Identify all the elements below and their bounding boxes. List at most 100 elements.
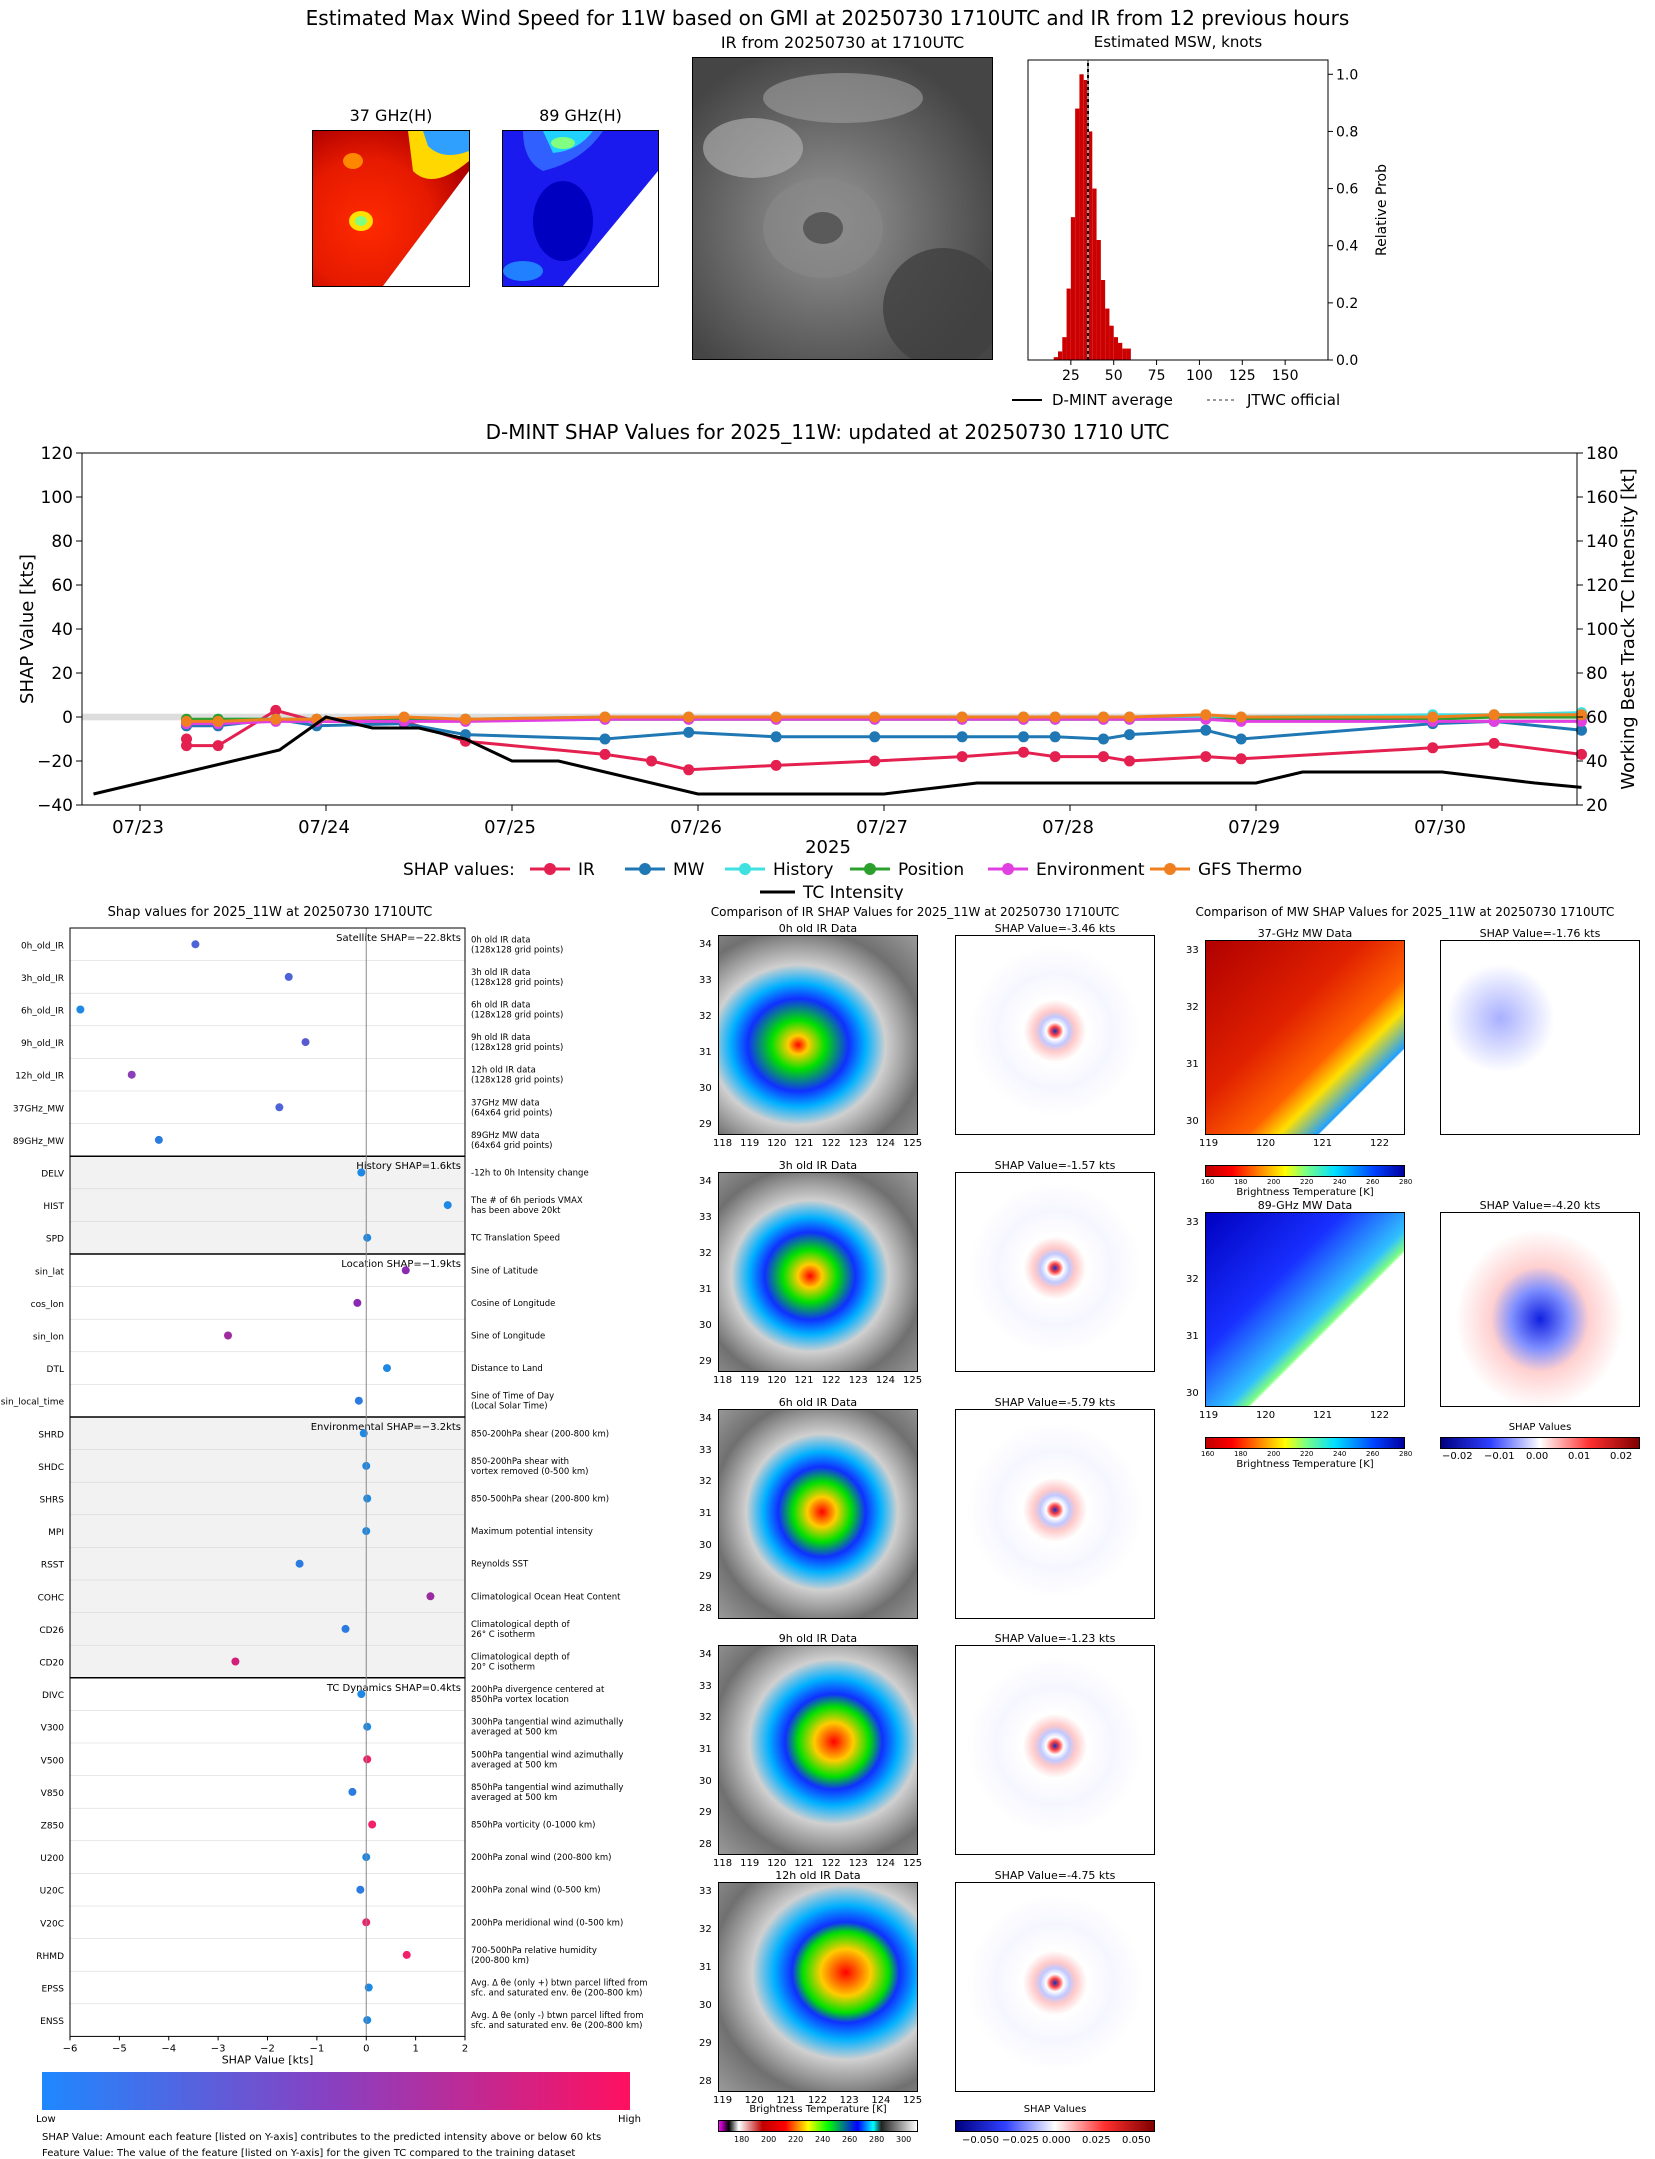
ir-data-image (718, 935, 918, 1135)
ir-xtick-label: 123 (848, 1375, 868, 1386)
ts-ytick-label: 120 (41, 444, 73, 464)
shap-feature-desc: (Local Solar Time) (471, 1402, 548, 1412)
hist-xtick-label: 50 (1105, 368, 1123, 384)
series-point (212, 715, 224, 727)
shap-xlabel: SHAP Value [kts] (222, 2053, 314, 2066)
legend-swatch-marker (1164, 863, 1176, 875)
hist-bar (1083, 80, 1088, 360)
shap-group-label: Satellite SHAP=−22.8kts (336, 933, 461, 944)
ir-ytick-label: 34 (699, 939, 712, 950)
ir-ytick-label: 32 (699, 1476, 712, 1488)
ts-ytick-label: 100 (41, 488, 73, 508)
mw-ytick-label: 33 (1186, 945, 1199, 956)
ts-y2tick-label: 60 (1586, 708, 1608, 728)
shap-xtick-label: 0 (363, 2043, 369, 2054)
ir-xtick-label: 123 (839, 2095, 859, 2106)
shap-feature-desc: (64x64 grid points) (471, 1108, 552, 1118)
mw-bt-colorbar (1205, 1165, 1405, 1177)
hist-bar (1070, 217, 1076, 360)
ir-ytick-label: 33 (699, 1212, 712, 1223)
shap-panel-title: Shap values for 2025_11W at 20250730 171… (107, 905, 433, 920)
shap-feature-name: 89GHz_MW (13, 1137, 64, 1147)
ir-ytick-label: 33 (699, 975, 712, 986)
ir-ytick-label: 30 (699, 2000, 712, 2011)
shap-feature-name: U200 (40, 1854, 64, 1864)
legend-swatch-marker (639, 863, 651, 875)
ts-ytick-label: 60 (51, 576, 73, 596)
ir-xtick-label: 122 (821, 1858, 841, 1869)
shap-xtick-label: −1 (310, 2043, 325, 2054)
shap-feature-desc: TC Translation Speed (470, 1234, 560, 1244)
mw-ytick-label: 30 (1186, 1388, 1199, 1399)
shap-feature-dot (284, 972, 293, 981)
mw-shap-title: SHAP Value=-4.20 kts (1479, 1199, 1601, 1212)
shap-feature-name: 9h_old_IR (21, 1039, 64, 1049)
shap-feature-dot (127, 1070, 136, 1079)
shap-feature-desc: (200-800 km) (471, 1956, 529, 1966)
hist-ytick-label: 0.0 (1336, 353, 1358, 369)
mw-ytick-label: 33 (1186, 1217, 1199, 1228)
series-point (1576, 709, 1587, 721)
shap-feature-name: V850 (41, 1789, 65, 1799)
ir-xtick-label: 125 (903, 1858, 923, 1869)
ir-xtick-label: 121 (794, 1375, 814, 1386)
mw-xtick-label: 121 (1313, 1138, 1333, 1149)
shap-feature-desc: 9h old IR data (471, 1033, 530, 1043)
legend-swatch-marker (544, 863, 556, 875)
shap-feature-desc: (128x128 grid points) (471, 1043, 563, 1053)
ts-y2tick-label: 20 (1586, 796, 1608, 816)
ts-xtick-label: 07/28 (1042, 817, 1094, 838)
ir-ytick-label: 31 (699, 1047, 712, 1058)
series-point (1124, 711, 1136, 723)
ts-ylabel-left: SHAP Value [kts] (17, 554, 38, 704)
mw-shap-image (1440, 940, 1640, 1135)
shap-feature-desc: 300hPa tangential wind azimuthally (471, 1718, 623, 1728)
mw-shap-colorbar-tick: −0.02 (1442, 1451, 1473, 1462)
mw-bt-colorbar-tick: 180 (1234, 1450, 1248, 1458)
shap-feature-dot (275, 1103, 284, 1112)
ir-xtick-label: 125 (903, 1375, 923, 1386)
ir-ytick-label: 31 (699, 1284, 712, 1295)
ir-xtick-label: 121 (794, 1138, 814, 1149)
shap-feature-desc: 0h old IR data (471, 935, 530, 945)
ir-bt-colorbar-tick: 260 (842, 2135, 858, 2144)
series-point (869, 731, 881, 743)
legend-tc-label: TC Intensity (802, 883, 904, 900)
shap-feature-name: DELV (41, 1170, 65, 1180)
shap-feature-desc: (128x128 grid points) (471, 978, 563, 988)
legend-swatch-marker (739, 863, 751, 875)
shap-feature-desc: Sine of Time of Day (471, 1392, 554, 1402)
mw-xtick-label: 119 (1199, 1138, 1219, 1149)
shap-feature-desc: 26° C isotherm (471, 1630, 535, 1640)
series-point (599, 748, 611, 760)
hist-xtick-label: 75 (1148, 368, 1166, 384)
ir-xtick-label: 122 (821, 1138, 841, 1149)
shap-feature-name: 37GHz_MW (13, 1104, 64, 1114)
ir-shap-title: SHAP Value=-3.46 kts (994, 922, 1116, 935)
series-point (1018, 711, 1029, 723)
mw-shap-title: SHAP Value=-1.76 kts (1479, 927, 1601, 940)
shap-feature-name: sin_lon (33, 1333, 64, 1343)
ir-xtick-label: 119 (713, 2095, 733, 2106)
ir-ytick-label: 34 (699, 1649, 712, 1660)
ir-xtick-label: 120 (767, 1375, 787, 1386)
ir-xtick-label: 121 (776, 2095, 796, 2106)
gmi-37ghz-image (312, 130, 470, 287)
shap-feature-name: 3h_old_IR (21, 974, 64, 984)
shap-feature-name: CD26 (39, 1626, 64, 1636)
mw-bt-colorbar-label: Brightness Temperature [K] (1236, 1459, 1374, 1470)
msw-histogram: 25 50 75 100 125 150 0.0 0.2 0.4 0.6 0.8 1.0 Relativ… (1012, 59, 1390, 409)
ir-compare-title: Comparison of IR SHAP Values for 2025_11… (710, 905, 1120, 919)
ir-data-image (718, 1882, 918, 2092)
legend-item-label: Environment (1036, 860, 1145, 880)
shap-feature-name: sin_lat (35, 1267, 64, 1277)
shap-feature-dot (76, 1005, 85, 1014)
ir-bt-colorbar-label: Brightness Temperature [K] (749, 2104, 887, 2115)
ir-shap-colorbar-tick: 0.025 (1082, 2135, 1111, 2146)
shap-feature-name: V20C (40, 1919, 64, 1929)
mw-data-image (1205, 1212, 1405, 1407)
shap-feature-desc: (64x64 grid points) (471, 1141, 552, 1151)
ir-grayscale-image (693, 58, 992, 359)
ir-ytick-label: 32 (699, 1712, 712, 1724)
shap-feature-desc: Climatological Ocean Heat Content (471, 1592, 621, 1602)
